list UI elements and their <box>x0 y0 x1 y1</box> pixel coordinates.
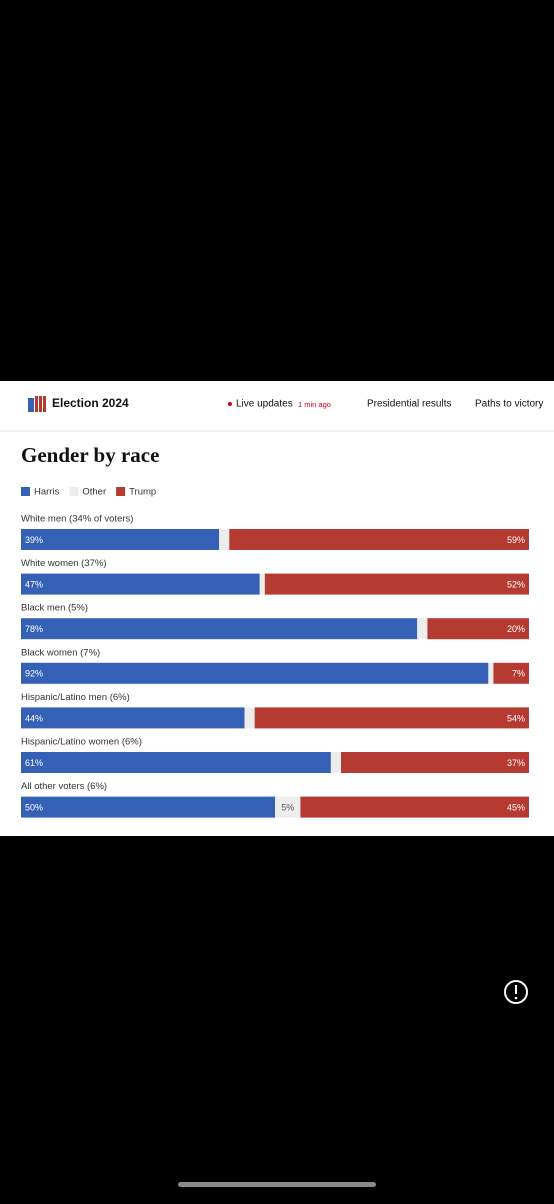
live-dot <box>228 402 232 406</box>
bar-segment <box>254 707 529 729</box>
bar-segment <box>488 662 494 684</box>
bar-segment <box>244 707 255 729</box>
nav-link[interactable]: Presidential results <box>367 399 451 410</box>
logo <box>28 396 46 412</box>
category-label: White men (34% of voters) <box>21 514 133 525</box>
bar-segment <box>264 573 529 595</box>
live-link[interactable]: Live updates <box>236 399 293 410</box>
bar-segment <box>21 573 260 595</box>
bar-segment <box>21 529 220 550</box>
bar-segment <box>21 618 418 640</box>
nav-link[interactable]: Paths to victory <box>475 399 543 410</box>
legend-swatch <box>21 487 30 496</box>
bar-segment <box>21 707 245 729</box>
value-label: 37% <box>507 758 525 768</box>
bar-segment <box>21 752 331 773</box>
value-label: 50% <box>25 802 43 812</box>
value-label: 20% <box>507 624 525 634</box>
chart: Harris Other Trump White men (34% of voters… <box>21 487 529 818</box>
bar-segment <box>219 529 230 550</box>
bar-segment <box>341 752 529 773</box>
bar-segment <box>493 662 529 684</box>
legend-label: Harris <box>34 487 60 498</box>
info-icon-bar <box>515 985 517 994</box>
value-label: 92% <box>25 669 43 679</box>
bar-segment <box>21 796 275 818</box>
bar-segment <box>275 796 301 818</box>
value-label: 54% <box>507 713 525 723</box>
info-icon-dot <box>514 996 518 1000</box>
category-label: Hispanic/Latino men (6%) <box>21 692 130 703</box>
legend-swatch <box>116 487 126 496</box>
brand[interactable]: Election 2024 <box>52 396 129 410</box>
category-label: Black men (5%) <box>21 603 88 614</box>
value-label: 45% <box>507 802 525 812</box>
bar-segment <box>259 573 265 595</box>
value-label: 52% <box>507 579 525 589</box>
bar-segment <box>229 529 529 550</box>
value-label: 47% <box>25 579 43 589</box>
bar-segment <box>330 752 342 773</box>
chart-title: Gender by race <box>21 443 159 467</box>
bar-segment <box>417 618 428 640</box>
home-indicator[interactable] <box>178 1182 376 1187</box>
bar-segment <box>300 796 529 818</box>
category-label: All other voters (6%) <box>21 781 107 792</box>
info-icon[interactable] <box>504 980 528 1004</box>
legend-label: Trump <box>129 487 156 498</box>
category-label: White women (37%) <box>21 558 107 569</box>
value-label: 59% <box>507 535 525 545</box>
value-label: 7% <box>512 669 525 679</box>
bar-segment <box>21 662 489 684</box>
bar-segment <box>427 618 529 640</box>
value-label: 61% <box>25 758 43 768</box>
legend-label: Other <box>82 487 106 498</box>
value-label: 39% <box>25 535 43 545</box>
category-label: Hispanic/Latino women (6%) <box>21 737 142 748</box>
live-time: 1 min ago <box>298 400 331 409</box>
category-label: Black women (7%) <box>21 647 100 658</box>
value-label: 5% <box>281 802 294 812</box>
legend-swatch <box>69 487 79 496</box>
value-label: 44% <box>25 713 43 723</box>
value-label: 78% <box>25 624 43 634</box>
